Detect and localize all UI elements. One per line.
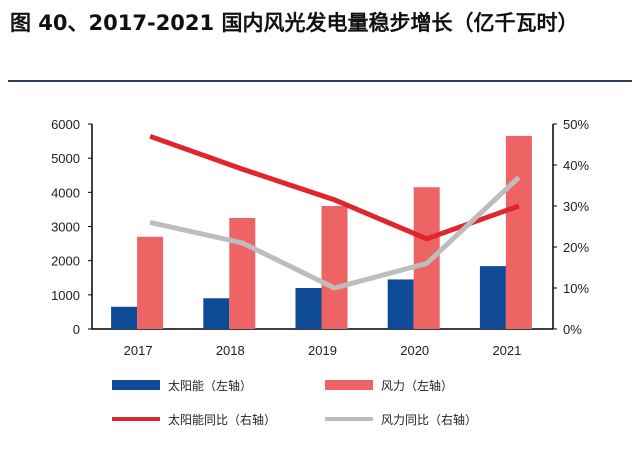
x-tick-label: 2018 (216, 343, 245, 358)
bar-solar (203, 298, 230, 329)
left-tick-label: 0 (73, 322, 80, 337)
left-tick-label: 2000 (51, 254, 80, 269)
line-wind-yoy (149, 175, 521, 291)
bar-solar (295, 288, 322, 329)
bar-wind (505, 135, 532, 329)
right-tick-label: 30% (563, 199, 589, 214)
right-tick-label: 0% (563, 322, 582, 337)
bar-wind (137, 236, 164, 329)
bar-wind (321, 206, 348, 329)
x-tick-label: 2021 (492, 343, 521, 358)
legend-label: 风力（左轴） (381, 378, 453, 393)
right-tick-label: 40% (563, 158, 589, 173)
legend-swatch (325, 380, 373, 390)
legend-swatch (112, 380, 160, 390)
right-tick-label: 50% (563, 117, 589, 132)
x-tick-label: 2017 (124, 343, 153, 358)
bar-solar (111, 306, 138, 329)
x-tick-label: 2020 (400, 343, 429, 358)
line-solar-yoy (149, 133, 520, 242)
legend-label: 太阳能同比（右轴） (168, 412, 276, 427)
chart-title: 图 40、2017-2021 国内风光发电量稳步增长（亿千瓦时） (10, 11, 579, 35)
legend-label: 风力同比（右轴） (381, 412, 477, 427)
left-tick-label: 4000 (51, 185, 80, 200)
bar-solar (479, 266, 506, 329)
right-tick-label: 10% (563, 281, 589, 296)
right-tick-label: 20% (563, 240, 589, 255)
legend-label: 太阳能（左轴） (168, 378, 252, 393)
x-tick-label: 2019 (308, 343, 337, 358)
bar-solar (387, 279, 414, 329)
title-divider (8, 80, 632, 82)
left-tick-label: 5000 (51, 151, 80, 166)
left-tick-label: 3000 (51, 220, 80, 235)
left-tick-label: 6000 (51, 117, 80, 132)
left-tick-label: 1000 (51, 288, 80, 303)
bar-wind (229, 217, 256, 329)
